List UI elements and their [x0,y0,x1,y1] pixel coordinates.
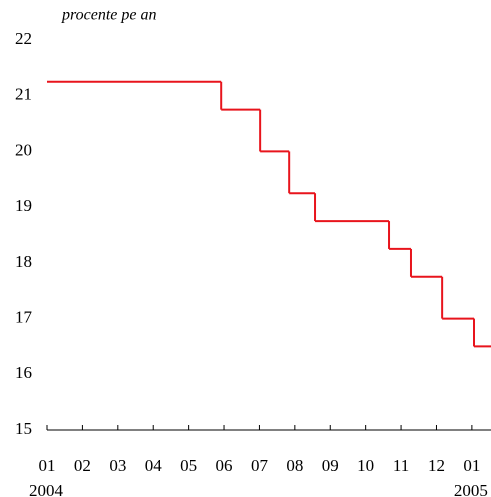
y-tick-label: 15 [15,419,32,438]
y-tick-label: 18 [15,252,32,271]
x-tick-label: 01 [39,456,56,475]
y-tick-label: 19 [15,196,32,215]
y-tick-label: 21 [15,85,32,104]
x-tick-label: 08 [286,456,303,475]
y-tick-label: 17 [15,307,33,326]
x-tick-label: 03 [109,456,126,475]
y-tick-label: 22 [15,29,32,48]
x-tick-label: 12 [428,456,445,475]
y-tick-label: 20 [15,140,32,159]
x-tick-label: 04 [145,456,163,475]
x-tick-label: 07 [251,456,269,475]
x-tick-label: 06 [216,456,233,475]
x-tick-label: 02 [74,456,91,475]
year-label: 2004 [29,481,64,497]
x-tick-label: 11 [393,456,409,475]
y-tick-label: 16 [15,363,32,382]
x-tick-label: 01 [463,456,480,475]
x-tick-label: 05 [180,456,197,475]
chart-title: procente pe an [61,7,156,24]
x-tick-label: 09 [322,456,339,475]
year-label: 2005 [454,481,488,497]
x-tick-label: 10 [357,456,374,475]
